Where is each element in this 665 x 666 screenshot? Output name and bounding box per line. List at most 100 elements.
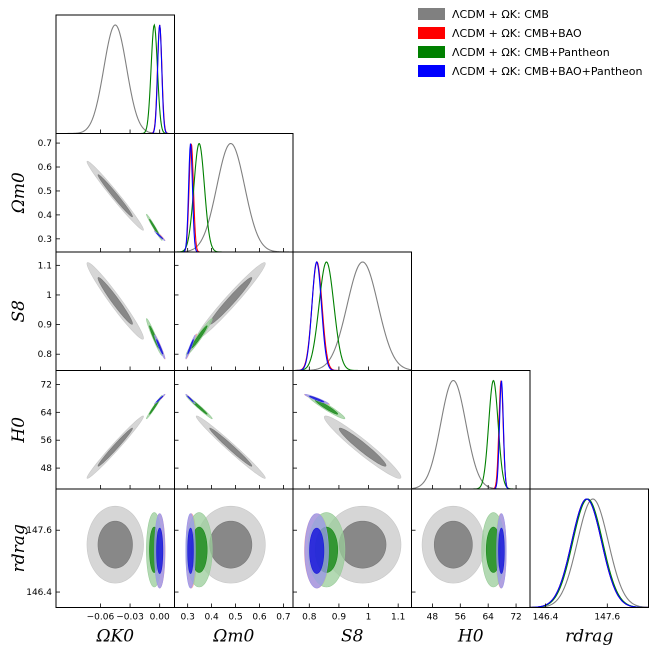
contour-panel-omegam0-s8 (185, 262, 266, 360)
contour-omegak0-omegam0-series-3-level-2 (156, 232, 164, 240)
x-tick-label-omegam0: 0.4 (204, 613, 219, 623)
y-axis-label-s8: S8 (9, 300, 29, 323)
x-tick-label-h0: 64 (482, 613, 494, 623)
y-tick-label-s8: 1 (46, 291, 52, 301)
contour-omegak0-s8-series-0-level-2 (97, 277, 133, 325)
x-tick-label-h0: 48 (427, 613, 439, 623)
x-axis-label-rdrag: rdrag (565, 627, 613, 647)
legend-swatch-series-3 (418, 65, 445, 77)
y-tick-label-omegam0: 0.7 (38, 139, 52, 149)
x-tick-label-omegam0: 0.7 (276, 613, 290, 623)
y-tick-label-h0: 56 (41, 436, 53, 446)
marginal-curve-rdrag-series-1 (530, 498, 649, 608)
x-tick-label-h0: 56 (455, 613, 467, 623)
contour-h0-rdrag-series-0-level-2 (433, 520, 473, 569)
contour-omegam0-rdrag-series-0-level-2 (209, 520, 253, 569)
legend-label-series-2: ΛCDM + ΩK: CMB+Pantheon (452, 46, 610, 59)
x-tick-label-s8: 1.1 (391, 613, 405, 623)
marginal-curve-omegam0-series-3 (174, 143, 293, 252)
diag-panel-s8 (293, 261, 412, 371)
x-tick-label-omegak0: −0.03 (116, 613, 144, 623)
x-tick-label-omegam0: 0.5 (228, 613, 242, 623)
y-tick-label-s8: 0.9 (38, 321, 53, 331)
contour-s8-rdrag-series-0-level-2 (338, 520, 387, 569)
contour-omegak0-h0-series-3-level-2 (156, 395, 164, 403)
x-tick-label-omegam0: 0.3 (181, 613, 195, 623)
contour-panel-s8-h0 (304, 393, 402, 479)
contour-omegak0-omegam0-series-2-level-2 (149, 219, 160, 236)
x-tick-label-omegak0: 0.00 (150, 613, 170, 623)
contour-panel-s8-rdrag (304, 505, 402, 589)
legend-swatch-series-2 (418, 46, 445, 58)
contour-panel-omegam0-rdrag (185, 505, 266, 589)
contour-omegak0-h0-series-2-level-2 (149, 399, 160, 415)
panel-frame-0-0 (55, 14, 175, 134)
x-tick-label-omegam0: 0.6 (252, 613, 267, 623)
marginal-curve-rdrag-series-0 (530, 498, 649, 608)
marginal-curve-omegak0-series-3 (56, 24, 175, 134)
y-tick-label-omegam0: 0.4 (38, 211, 53, 221)
contour-panel-h0-rdrag (421, 505, 507, 589)
panel-frame-2-2 (292, 251, 412, 371)
legend-label-series-3: ΛCDM + ΩK: CMB+BAO+Pantheon (452, 65, 643, 78)
x-axis-label-omegak0: ΩK0 (95, 627, 134, 647)
contour-omegam0-s8-series-3-level-2 (187, 339, 194, 355)
x-tick-label-s8: 0.8 (302, 613, 317, 623)
y-tick-label-omegam0: 0.5 (38, 187, 52, 197)
y-tick-label-h0: 72 (41, 380, 52, 390)
contour-h0-rdrag-series-3-level-2 (498, 527, 505, 574)
panel-frame-3-0 (55, 370, 175, 490)
legend-label-series-1: ΛCDM + ΩK: CMB+BAO (452, 27, 582, 40)
diag-panel-h0 (411, 379, 530, 489)
x-tick-label-s8: 0.9 (332, 613, 347, 623)
contour-panel-omegak0-rdrag (86, 505, 166, 589)
contour-omegam0-s8-series-0-level-2 (209, 277, 253, 325)
x-tick-label-rdrag: 147.6 (594, 613, 620, 623)
panel-frame-3-1 (174, 370, 294, 490)
legend-label-series-0: ΛCDM + ΩK: CMB (452, 8, 549, 21)
x-tick-label-omegak0: −0.06 (87, 613, 115, 623)
marginal-curve-omegak0-series-2 (56, 23, 175, 134)
y-axis-label-h0: H0 (9, 417, 29, 444)
marginal-curve-omegam0-series-0 (174, 142, 293, 252)
contour-omegak0-omegam0-series-0-level-2 (97, 174, 133, 218)
contour-s8-h0-series-3-level-2 (309, 395, 325, 403)
marginal-curve-h0-series-0 (411, 379, 530, 489)
contour-panel-omegak0-h0 (86, 393, 166, 479)
x-axis-label-h0: H0 (457, 627, 484, 647)
y-tick-label-omegam0: 0.3 (38, 235, 52, 245)
contour-panel-omegam0-h0 (185, 393, 266, 479)
x-tick-label-rdrag: 146.4 (533, 613, 559, 623)
panel-frame-2-1 (174, 251, 294, 371)
panel-frame-2-0 (55, 251, 175, 371)
contour-panel-omegak0-omegam0 (86, 160, 166, 242)
diag-panel-omegam0 (174, 142, 293, 252)
y-tick-label-h0: 48 (41, 464, 53, 474)
marginal-curve-rdrag-series-2 (530, 498, 649, 608)
marginal-curve-s8-series-3 (293, 261, 412, 371)
contour-s8-rdrag-series-3-level-2 (309, 527, 325, 574)
contour-s8-h0-series-0-level-2 (338, 427, 387, 467)
marginal-curve-omegam0-series-1 (174, 143, 293, 252)
contour-omegam0-rdrag-series-3-level-2 (187, 527, 194, 574)
contour-omegam0-h0-series-0-level-2 (209, 427, 253, 467)
y-tick-label-rdrag: 146.4 (26, 588, 52, 598)
contour-omegak0-rdrag-series-0-level-2 (97, 520, 133, 569)
x-tick-label-s8: 1 (366, 613, 372, 623)
x-tick-label-h0: 72 (510, 613, 521, 623)
y-axis-label-rdrag: rdrag (9, 524, 29, 572)
contour-omegam0-h0-series-3-level-2 (187, 395, 194, 403)
marginal-curve-rdrag-series-3 (530, 498, 649, 608)
diag-panel-rdrag (530, 498, 649, 608)
y-tick-label-s8: 1.1 (38, 261, 52, 271)
x-axis-label-s8: S8 (341, 627, 364, 647)
diag-panel-omegak0 (56, 23, 175, 134)
panel-frame-4-4 (529, 488, 649, 608)
x-axis-label-omegam0: Ωm0 (212, 627, 254, 647)
y-tick-label-omegam0: 0.6 (38, 163, 53, 173)
contour-omegak0-h0-series-0-level-2 (97, 427, 133, 467)
y-tick-label-s8: 0.8 (38, 350, 53, 360)
marginal-curve-omegam0-series-2 (174, 142, 293, 252)
contour-omegak0-rdrag-series-3-level-2 (156, 527, 164, 574)
